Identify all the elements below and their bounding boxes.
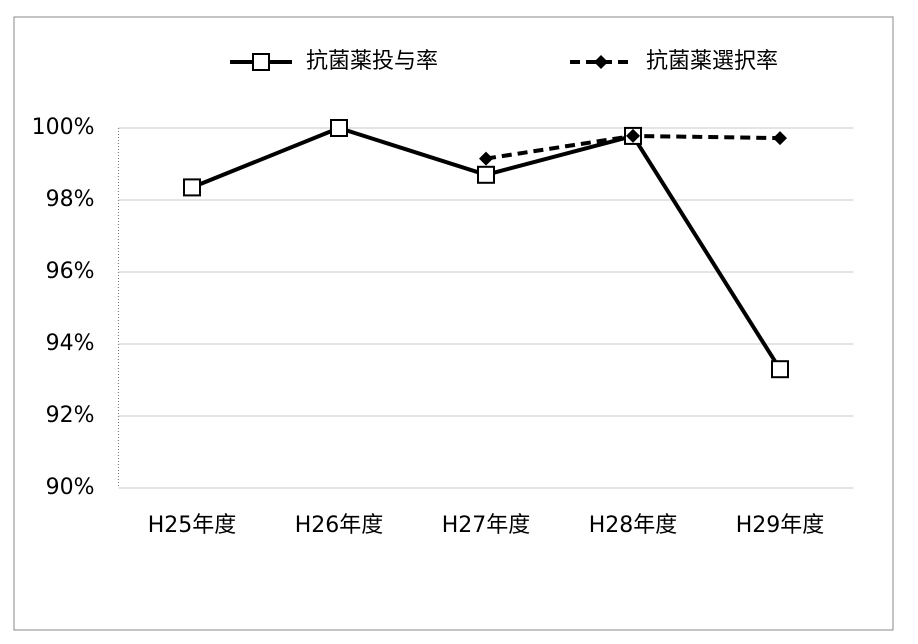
marker — [594, 55, 608, 69]
legend-label: 抗菌薬選択率 — [646, 49, 778, 74]
x-tick-label: H26年度 — [295, 513, 384, 538]
y-tick-label: 90% — [46, 475, 95, 500]
x-tick-label: H25年度 — [148, 513, 237, 538]
marker — [183, 178, 201, 197]
y-tick-label: 96% — [46, 259, 95, 284]
legend-label: 抗菌薬投与率 — [306, 49, 438, 74]
x-tick-label: H27年度 — [442, 513, 531, 538]
y-tick-label: 100% — [32, 115, 95, 140]
marker — [773, 131, 787, 146]
marker — [771, 360, 789, 379]
marker — [330, 119, 348, 137]
x-tick-label: H28年度 — [589, 513, 678, 538]
y-tick-label: 98% — [46, 187, 95, 212]
marker — [477, 165, 495, 184]
chart-frame — [13, 16, 894, 631]
marker — [252, 53, 270, 71]
y-tick-label: 92% — [46, 403, 95, 428]
x-tick-label: H29年度 — [736, 513, 825, 538]
marker — [479, 151, 493, 166]
y-tick-label: 94% — [46, 331, 95, 356]
marker — [626, 128, 640, 143]
